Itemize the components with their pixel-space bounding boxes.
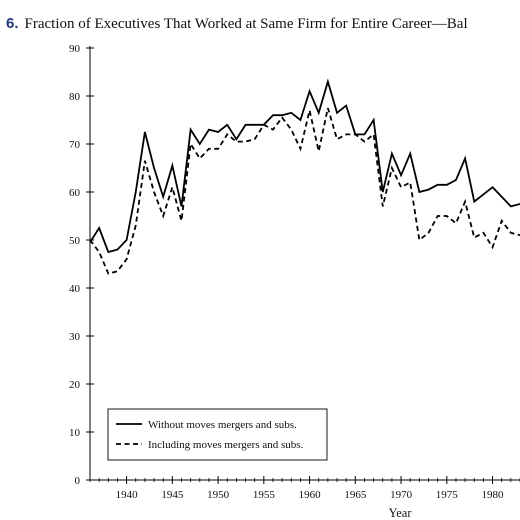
y-tick-label: 70 bbox=[69, 139, 81, 151]
x-tick-label: 1980 bbox=[482, 489, 505, 501]
chart-axes: 0 10 20 30 40 50 60 70 80 90 1940 1945 1950 1955 1960 1… bbox=[69, 43, 520, 501]
figure-title: 6. Fraction of Executives That Worked at … bbox=[6, 15, 468, 32]
x-axis-title: Year bbox=[388, 506, 412, 520]
y-tick-label: 10 bbox=[69, 427, 81, 439]
chart-legend: Without moves mergers and subs. Includin… bbox=[107, 408, 328, 461]
series-line-including-moves bbox=[89, 107, 520, 275]
x-tick-label: 1965 bbox=[344, 489, 367, 501]
figure-number: 6. bbox=[6, 15, 19, 32]
y-tick-label: 30 bbox=[69, 331, 81, 343]
y-tick-label: 90 bbox=[69, 43, 81, 55]
x-tick-label: 1975 bbox=[436, 489, 459, 501]
y-tick-label: 80 bbox=[69, 91, 81, 103]
y-tick-label: 40 bbox=[69, 283, 81, 295]
figure-title-text: Fraction of Executives That Worked at Sa… bbox=[25, 16, 468, 32]
x-tick-label: 1970 bbox=[390, 489, 413, 501]
x-tick-label: 1955 bbox=[253, 489, 276, 501]
legend-box bbox=[107, 408, 328, 461]
x-tick-label: 1960 bbox=[299, 489, 322, 501]
series-line-without-moves bbox=[89, 78, 520, 254]
series-layer bbox=[89, 78, 520, 275]
x-tick-label: 1950 bbox=[207, 489, 230, 501]
x-tick-label: 1945 bbox=[161, 489, 184, 501]
x-tick-label: 1940 bbox=[116, 489, 139, 501]
legend-label-including: Including moves mergers and subs. bbox=[148, 439, 304, 451]
y-tick-label: 60 bbox=[69, 187, 81, 199]
y-tick-label: 0 bbox=[75, 475, 81, 487]
y-tick-label: 20 bbox=[69, 379, 81, 391]
legend-label-without: Without moves mergers and subs. bbox=[148, 419, 297, 431]
y-tick-label: 50 bbox=[69, 235, 81, 247]
